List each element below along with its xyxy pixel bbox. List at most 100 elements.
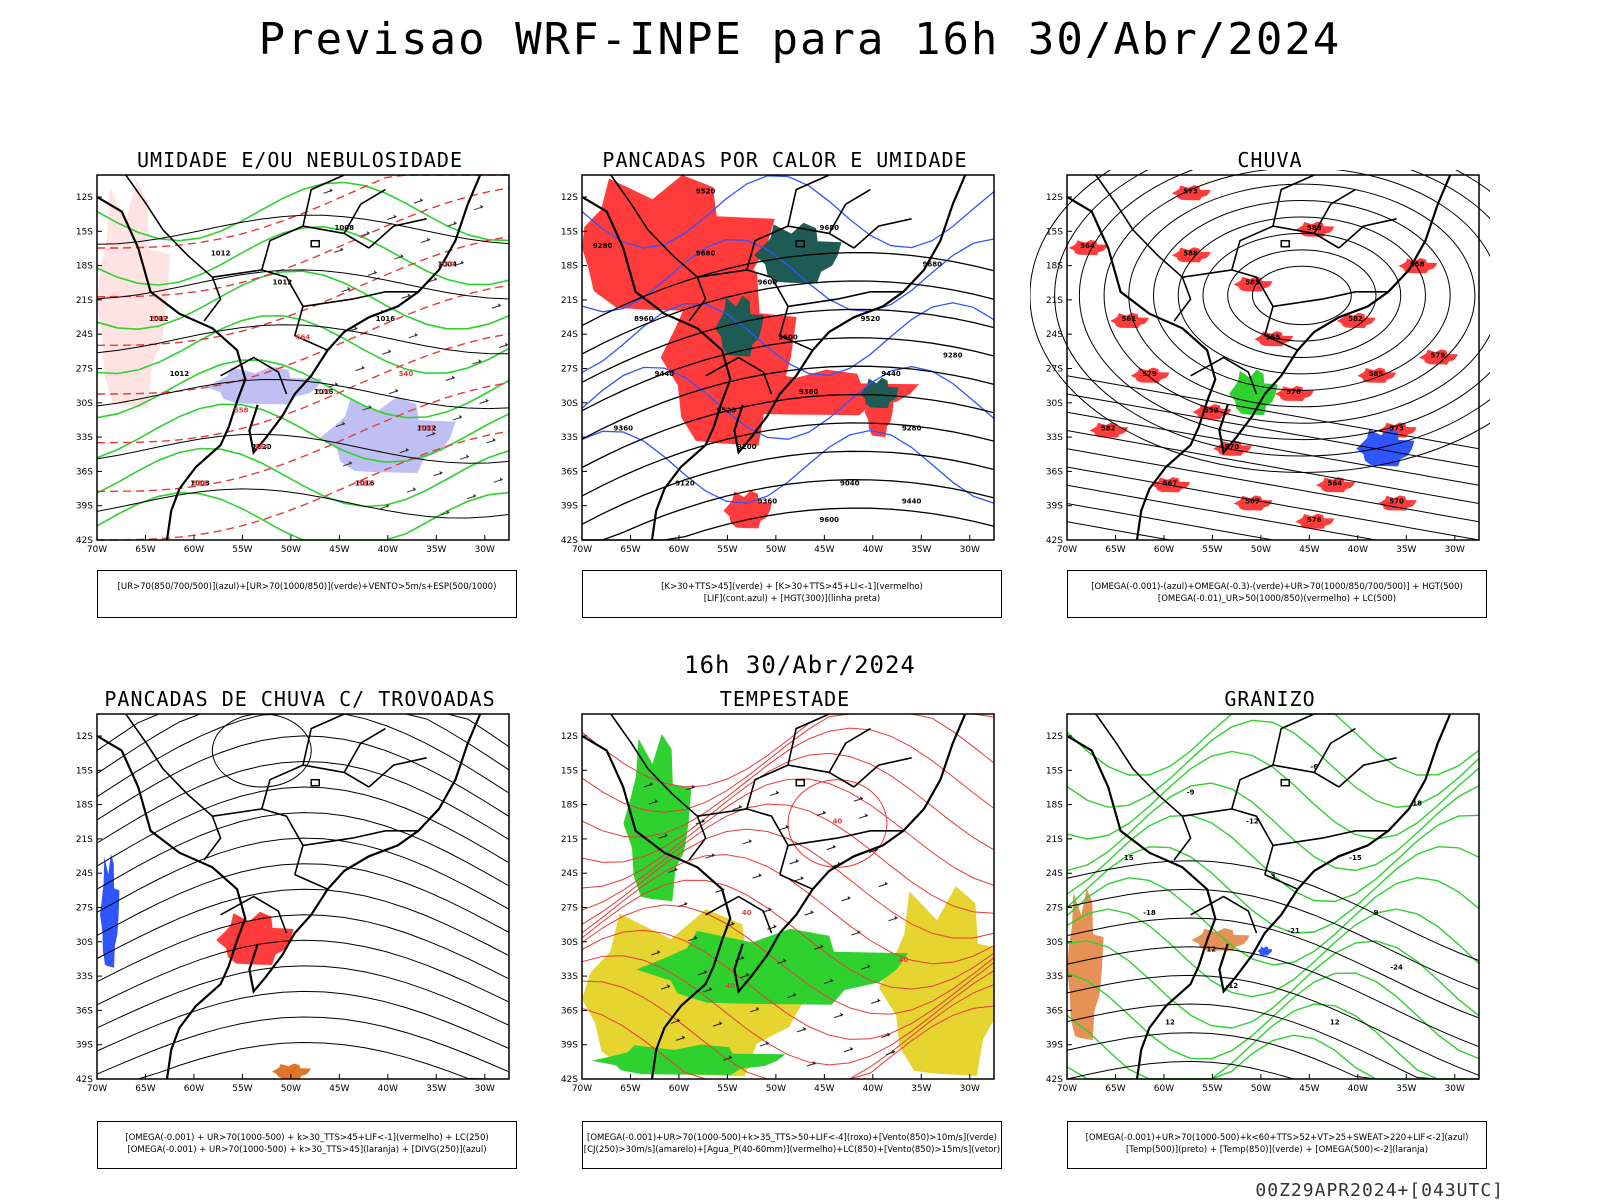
temperature-label: 3 [1271, 872, 1276, 880]
wind-vector-head [691, 784, 695, 789]
hgt500-label: 570 [1224, 443, 1239, 451]
legend-tempestade: [OMEGA(-0.001)+UR>70(1000-500)+k>35_TTS>… [582, 1121, 1002, 1169]
hgt500-contour [1066, 448, 1480, 523]
country-border [294, 873, 329, 890]
wind-vector-head [694, 935, 698, 940]
legend-umidade: [UR>70(850/700/500)](azul)+[UR>70(1000/8… [97, 570, 517, 618]
lat-label: 36S [1046, 1006, 1063, 1016]
lon-label: 60W [184, 545, 204, 555]
legend-line: [OMEGA(-0.001)+UR>70(1000-500)+k>35_TTS>… [587, 1133, 997, 1143]
lon-label: 30W [960, 1084, 980, 1094]
coastline-west [96, 734, 247, 1080]
hgt500-label: 558 [1410, 260, 1425, 268]
hgt500-label: 564 [1080, 242, 1095, 250]
lat-label: 18S [76, 801, 93, 811]
humidity-contour-green [96, 181, 510, 242]
coastline-east [733, 713, 967, 994]
thickness-contour-red [96, 187, 510, 298]
lat-label: 21S [1046, 835, 1063, 845]
lon-label: 45W [1299, 545, 1319, 555]
panel-title-granizo: GRANIZO [1224, 687, 1316, 711]
lon-label: 40W [1348, 545, 1368, 555]
pressure-label: 1012 [170, 370, 190, 378]
temp850-contour [1066, 876, 1480, 966]
coastline-east [1218, 713, 1452, 994]
lat-label: 24S [76, 869, 93, 879]
humidity-contour-green [96, 491, 510, 541]
pressure-label: 1008 [190, 479, 210, 487]
country-border [779, 334, 814, 351]
lat-label: 27S [561, 365, 578, 375]
lake-marker [1280, 239, 1290, 248]
legend-line: [LIF](cont.azul) + [HGT(300)](linha pret… [703, 594, 881, 604]
heat-shower-area-green [859, 377, 899, 409]
hgt300-label: 9680 [922, 260, 942, 268]
pressure-contour [96, 214, 510, 245]
lake-marker [310, 239, 320, 248]
lat-label: 33S [1046, 433, 1063, 443]
wind-vector-head [473, 493, 477, 498]
hgt300-label: 9280 [593, 242, 613, 250]
wind-area-green [623, 734, 692, 902]
lon-label: 65W [135, 1084, 155, 1094]
wind-vector-head [832, 844, 836, 849]
country-border [1272, 713, 1315, 766]
wind-vector-head [793, 992, 797, 997]
streamline-850 [581, 713, 995, 813]
lon-label: 30W [475, 1084, 495, 1094]
legend-pancadas-calor: [K>30+TTS>45](verde) + [K>30+TTS>45+LI<-… [582, 570, 1002, 618]
country-border [368, 757, 427, 788]
lon-label: 30W [1445, 1084, 1465, 1094]
hgt500-label: 585 [1369, 370, 1384, 378]
thickness-label: 552 [357, 479, 372, 487]
wind-vector-head [354, 326, 358, 331]
lat-label: 15S [561, 227, 578, 237]
thickness-label: 576 [316, 388, 331, 396]
wind-vector-head [884, 881, 888, 886]
wind-vector-head [478, 359, 482, 364]
streamline-850 [581, 727, 995, 838]
lat-label: 39S [76, 1041, 93, 1051]
hgt500-contour [1066, 484, 1479, 541]
lake-marker [795, 778, 805, 787]
lon-label: 55W [1202, 545, 1222, 555]
wind-vector-head [657, 949, 661, 954]
lat-label: 30S [561, 399, 578, 409]
lon-label: 30W [475, 545, 495, 555]
temp850-contour [1066, 814, 1480, 903]
wind-vector-head [765, 1041, 769, 1046]
country-border [705, 356, 773, 395]
pressure-contour [96, 324, 510, 355]
wind-vector-head [460, 260, 464, 265]
temp850-contour [1066, 750, 1480, 840]
temp500-contour [1066, 946, 1480, 1048]
lat-label: 15S [561, 766, 578, 776]
wind-vector-head [676, 1018, 680, 1023]
country-border [302, 713, 345, 766]
hgt300-contour [581, 251, 995, 327]
lon-label: 35W [426, 1084, 446, 1094]
country-border [1182, 269, 1274, 336]
map-pancadas-calor: 9680 9680 9600 9520 9440 9360 9280 9200 9120 9040… [561, 174, 995, 555]
thickness-contour-red [96, 333, 510, 444]
lat-label: 42S [561, 1075, 578, 1085]
hgt300-label: 9200 [737, 443, 757, 451]
wind-vector-head [458, 414, 462, 419]
lake-marker [1280, 778, 1290, 787]
wind-vector-head [667, 984, 671, 989]
thickness-contour-red [97, 284, 510, 395]
pressure-label: 1020 [252, 443, 272, 451]
lon-label: 55W [232, 1084, 252, 1094]
thickness-contour-red [97, 235, 510, 347]
temperature-label: 12 [1165, 1018, 1175, 1026]
hgt500-contour [1054, 170, 1490, 457]
lat-label: 12S [76, 193, 93, 203]
country-border [787, 830, 904, 847]
temperature-label: 12 [1330, 1018, 1340, 1026]
lat-label: 18S [76, 262, 93, 272]
rain-area-red [1110, 312, 1149, 329]
main-title: Previsao WRF-INPE para 16h 30/Abr/2024 [258, 14, 1342, 65]
lon-label: 60W [669, 1084, 689, 1094]
lifted-index-contour [581, 365, 995, 440]
wind-vector-head [342, 421, 346, 426]
